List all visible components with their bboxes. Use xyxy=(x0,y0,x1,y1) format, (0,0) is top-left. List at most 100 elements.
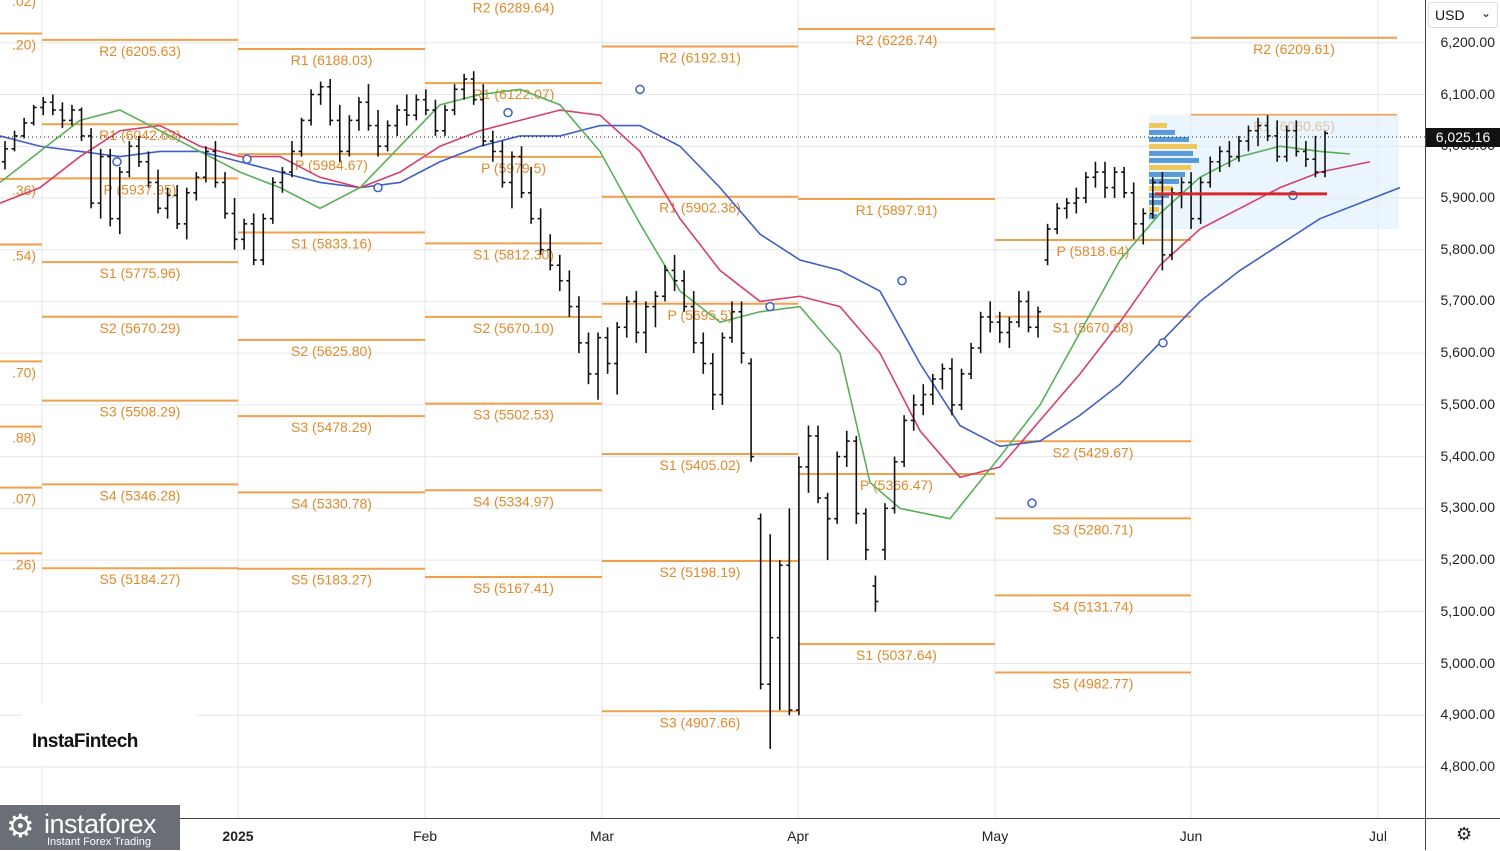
volume-profile-bar xyxy=(1149,178,1179,184)
ohlc-bar xyxy=(662,265,668,302)
pivot-label: S2 (5198.19) xyxy=(660,564,741,580)
pivot-label: S5 (5183.27) xyxy=(291,572,372,588)
ohlc-bar xyxy=(231,197,238,250)
ohlc-bar xyxy=(709,353,716,411)
ohlc-bar xyxy=(2,141,8,170)
ohlc-bar xyxy=(1197,177,1204,224)
volume-profile xyxy=(1149,115,1399,230)
ohlc-bar xyxy=(1322,130,1328,178)
ohlc-bar xyxy=(1255,117,1262,147)
ohlc-bar xyxy=(394,104,401,136)
ohlc-bar xyxy=(1283,125,1290,162)
ohlc-bar xyxy=(891,456,898,514)
price-tick-label: 5,800.00 xyxy=(1440,240,1496,257)
volume-profile-bar xyxy=(1149,171,1185,177)
pivot-label: .20) xyxy=(12,36,36,52)
ohlc-bar xyxy=(1102,161,1108,198)
volume-profile-bar xyxy=(1149,157,1199,163)
ohlc-bar xyxy=(327,78,334,126)
ohlc-bar xyxy=(269,177,276,224)
ohlc-bar xyxy=(1111,166,1118,198)
pivot-label: S3 (5502.53) xyxy=(473,407,554,423)
pivot-marker xyxy=(242,154,252,164)
ohlc-bar xyxy=(1293,120,1300,157)
pivot-label: R2 (6205.63) xyxy=(99,43,181,59)
price-chart[interactable]: .02) .20) .36) .54) .70) .88) .07) .26) R2 (6205… xyxy=(0,0,1425,818)
ohlc-bar xyxy=(575,296,582,354)
pivot-label: .54) xyxy=(12,248,36,264)
price-tick-label: 5,400.00 xyxy=(1440,447,1496,464)
chart-area[interactable]: .02) .20) .36) .54) .70) .88) .07) .26) R2 (6205… xyxy=(0,0,1425,818)
pivot-label: S2 (5429.67) xyxy=(1053,444,1134,460)
price-tick-label: 5,900.00 xyxy=(1440,188,1496,205)
time-tick-label: 2025 xyxy=(222,828,254,844)
price-tick-label: 4,800.00 xyxy=(1440,758,1496,774)
ohlc-bar xyxy=(375,110,382,157)
volume-profile-bar xyxy=(1149,136,1189,142)
pivot-label: S4 (5334.97) xyxy=(473,493,554,509)
watermark-text: InstaFintech xyxy=(32,731,138,752)
currency-label: USD xyxy=(1435,7,1465,23)
ohlc-bar xyxy=(1149,177,1156,219)
ohlc-bar xyxy=(633,291,640,343)
ohlc-bar xyxy=(499,141,506,188)
logo-tagline: Instant Forex Trading xyxy=(47,836,151,848)
ohlc-bar xyxy=(174,185,181,230)
instafintech-watermark: InstaFintech xyxy=(22,703,197,765)
ohlc-bar xyxy=(432,99,439,136)
time-axis[interactable]: 2025 Feb Mar Apr May Jun Jul xyxy=(0,818,1425,851)
ohlc-bar xyxy=(202,146,209,183)
pivot-label: S4 (5330.78) xyxy=(291,495,372,511)
pivot-marker xyxy=(635,84,645,95)
gear-icon: ⚙ xyxy=(1456,824,1473,844)
time-tick-label: Mar xyxy=(589,828,615,844)
ohlc-bar xyxy=(671,254,678,292)
ohlc-bar xyxy=(920,384,927,416)
ohlc-bar xyxy=(480,84,487,147)
volume-profile-bar xyxy=(1149,192,1169,198)
ohlc-bar xyxy=(365,84,372,131)
time-tick-label: Jul xyxy=(1369,828,1387,844)
currency-select[interactable]: USD ⌄ xyxy=(1428,2,1498,28)
instaforex-logo: ⚙ instaforex Instant Forex Trading xyxy=(0,805,180,850)
pivot-label: P (5695.5) xyxy=(667,307,732,323)
ohlc-bar xyxy=(623,296,630,338)
ohlc-bar xyxy=(642,301,649,354)
ohlc-bar xyxy=(719,332,726,405)
volume-profile-bar xyxy=(1149,206,1159,212)
ohlc-bar xyxy=(1207,156,1214,188)
ohlc-bar xyxy=(193,172,200,201)
pivot-label: R2 (6289.64) xyxy=(473,0,555,15)
time-tick-label: Jun xyxy=(1179,828,1203,844)
ohlc-bar xyxy=(279,166,286,193)
pivot-label: S5 (5167.41) xyxy=(473,580,554,596)
ohlc-bar xyxy=(776,560,783,711)
ohlc-bar xyxy=(929,373,936,405)
time-tick-label: Apr xyxy=(787,828,809,844)
ohlc-bar xyxy=(518,146,525,198)
ohlc-bar xyxy=(1025,291,1032,333)
price-tick-label: 5,500.00 xyxy=(1440,395,1496,412)
pivot-label: .88) xyxy=(12,430,36,446)
ohlc-bar xyxy=(1044,223,1051,266)
ohlc-bar xyxy=(1140,208,1147,245)
pivot-label: S4 (5131.74) xyxy=(1053,598,1134,614)
volume-profile-bar xyxy=(1149,122,1167,128)
settings-button[interactable]: ⚙ xyxy=(1425,818,1500,850)
ohlc-bar xyxy=(413,94,420,121)
ohlc-bar xyxy=(1235,135,1242,162)
pivot-label: P (5984.67) xyxy=(295,157,368,173)
price-axis[interactable]: 4,800.00 4,900.00 5,000.00 5,100.00 5,200.00… xyxy=(1425,0,1500,818)
pivot-label: S5 (4982.77) xyxy=(1053,675,1134,691)
ohlc-bar xyxy=(422,89,429,116)
ohlc-bar xyxy=(59,102,66,129)
pivot-marker xyxy=(1027,498,1037,508)
ohlc-bar xyxy=(78,107,85,142)
volume-profile-bar xyxy=(1149,199,1163,205)
pivot-label: .26) xyxy=(12,556,36,572)
ohlc-bar xyxy=(222,172,228,219)
ohlc-bar xyxy=(1159,172,1166,271)
ohlc-bar xyxy=(948,358,955,416)
ohlc-bar xyxy=(1082,172,1089,204)
ohlc-bar xyxy=(126,141,133,178)
